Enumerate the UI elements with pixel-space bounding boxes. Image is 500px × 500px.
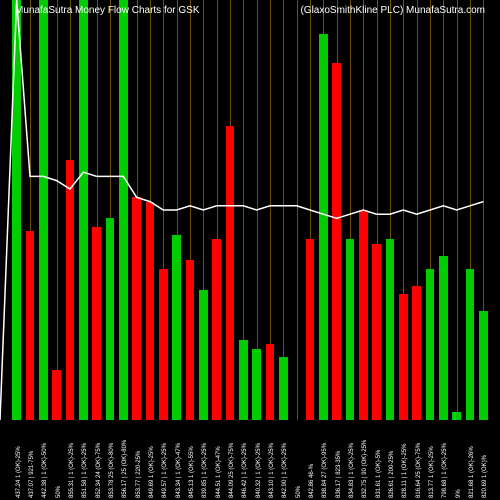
x-axis-label: 844.09 25 (OK)-75% bbox=[229, 443, 235, 498]
title-right: (GlaxoSmithKline PLC) MunafaSutra.com bbox=[300, 5, 485, 16]
x-axis-label: 442.38 | 1 (OK)-50% bbox=[42, 443, 48, 498]
x-axis-label: 849.57 | 1 (OK)-25% bbox=[162, 443, 168, 498]
x-axis-label: 853.78 25 (OK)-80% bbox=[109, 443, 115, 498]
x-axis-label: 826.61 | 200-25% bbox=[389, 451, 395, 498]
x-axis-label: 798.68 | 1 (OK)-25% bbox=[442, 443, 448, 498]
x-axis-labels: 437.24 1 (OK)-25% 437.07 | 921-75% 442.38 … bbox=[0, 425, 500, 500]
x-axis-label: 839.85 | 1 (OK)-25% bbox=[202, 443, 208, 498]
x-axis-label: 845.13 1 (OK)-55% bbox=[189, 446, 195, 498]
x-axis-label: 831.61 1 (OK)-5% bbox=[376, 450, 382, 498]
title-left: MunafaSutra Money Flow Charts for GSK bbox=[15, 5, 200, 16]
x-axis-label: 50% bbox=[56, 486, 62, 498]
x-axis-label: 849.69 1 (OK)-25% bbox=[149, 446, 155, 498]
money-flow-chart: MunafaSutra Money Flow Charts for GSK (G… bbox=[0, 0, 500, 500]
x-axis-label: 9% bbox=[456, 489, 462, 498]
x-axis-label: 437.07 | 921-75% bbox=[29, 451, 35, 498]
x-axis-label: 836.17 | 823-35% bbox=[336, 451, 342, 498]
chart-title: MunafaSutra Money Flow Charts for GSK (G… bbox=[15, 5, 485, 25]
x-axis-label: 843.34 | 1 (OK)-47% bbox=[176, 443, 182, 498]
x-axis-label: 844.51 1 (OK)-47% bbox=[216, 446, 222, 498]
line-overlay bbox=[0, 0, 500, 420]
x-axis-label: 853.77 | 220-25% bbox=[136, 451, 142, 498]
x-axis-label: 821.68 1 (OK)-26% bbox=[469, 446, 475, 498]
x-axis-label: 846.42 | 1 (OK)-25% bbox=[242, 443, 248, 498]
trend-line bbox=[0, 0, 483, 420]
x-axis-label: 840.32 | 1 (OK)-25% bbox=[256, 443, 262, 498]
x-axis-label: 842.90 | 1 (OK)-25% bbox=[282, 443, 288, 498]
x-axis-label: 816.64 25 (OK)-75% bbox=[416, 443, 422, 498]
x-axis-label: 50% bbox=[296, 486, 302, 498]
x-axis-label: 842.86 46-% bbox=[309, 464, 315, 498]
x-axis-label: 852.34 24 (OK)-75% bbox=[96, 443, 102, 498]
x-axis-label: 832.75 | 90 (OK)-25% bbox=[362, 440, 368, 498]
x-axis-label: 828.11 | 1 (OK)-25% bbox=[402, 444, 408, 498]
x-axis-label: 855.31 | 1 (OK)-25% bbox=[69, 443, 75, 498]
x-axis-label: 843.10 | 1 (OK)-25% bbox=[269, 443, 275, 498]
x-axis-label: 813.77 1 (OK)-25% bbox=[429, 446, 435, 498]
x-axis-label: 820.69 1 (OK)% bbox=[482, 455, 488, 498]
x-axis-label: 838.84 27 (OK)-95% bbox=[322, 443, 328, 498]
x-axis-label: 437.24 1 (OK)-25% bbox=[16, 446, 22, 498]
x-axis-label: 856.17 | 25 (OK)-80% bbox=[122, 440, 128, 498]
x-axis-label: 851.58 | 1 (OK)-25% bbox=[82, 443, 88, 498]
x-axis-label: 834.83 | 1 (OK)-25% bbox=[349, 443, 355, 498]
